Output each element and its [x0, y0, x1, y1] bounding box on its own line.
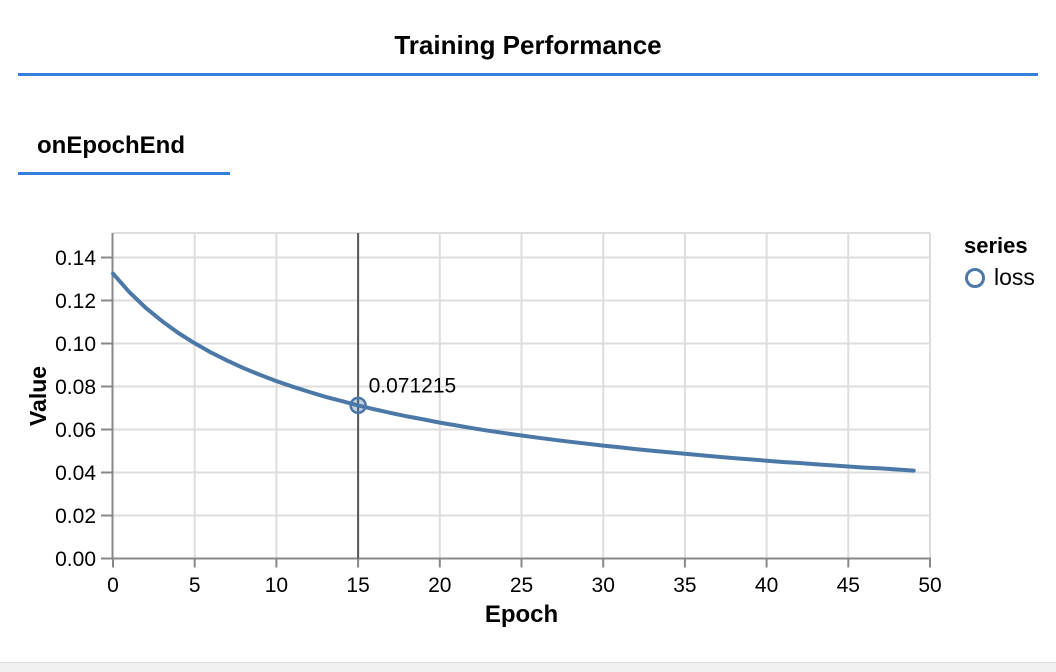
y-tick-label: 0.08: [55, 376, 96, 399]
x-tick-label: 0: [107, 574, 119, 597]
y-tick-label: 0.00: [55, 548, 96, 571]
x-tick-label: 45: [837, 574, 860, 597]
legend: series loss: [960, 233, 1056, 289]
y-axis-title: Value: [25, 366, 51, 426]
y-tick-label: 0.06: [55, 419, 96, 442]
highlighted-point[interactable]: [349, 396, 367, 415]
footer-strip: [0, 662, 1056, 672]
page-title: Training Performance: [394, 30, 662, 60]
legend-item-label: loss: [994, 264, 1035, 290]
title-rule: [18, 73, 1038, 76]
legend-title: series: [964, 233, 1028, 258]
legend-item: loss: [960, 266, 1056, 289]
section-label: onEpochEnd: [37, 132, 185, 159]
y-tick-label: 0.02: [55, 505, 96, 528]
loss-line: [111, 271, 916, 473]
y-tick-label: 0.12: [55, 290, 96, 313]
x-tick-label: 15: [346, 574, 369, 597]
y-tick-label: 0.14: [55, 247, 96, 270]
x-tick-label: 40: [755, 574, 778, 597]
loss-chart-svg[interactable]: 0.00 0.02 0.04 0.06 0.08 0.10 0.12 0.14 0 5 10 15 20…: [0, 215, 1056, 650]
x-tick-label: 35: [673, 574, 696, 597]
y-tick-label: 0.04: [55, 462, 96, 485]
point-value-label: 0.071215: [369, 374, 457, 397]
y-tick-label: 0.10: [55, 333, 96, 356]
x-axis-title: Epoch: [485, 601, 558, 628]
x-tick-label: 10: [265, 574, 288, 597]
x-tick-label: 25: [510, 574, 533, 597]
x-tick-label: 20: [428, 574, 451, 597]
x-tick-label: 50: [918, 574, 941, 597]
section-underline: [18, 172, 230, 175]
loss-chart: 0.00 0.02 0.04 0.06 0.08 0.10 0.12 0.14 0 5 10 15 20…: [0, 215, 1056, 650]
x-tick-label: 30: [592, 574, 615, 597]
open-circle-icon: [965, 267, 985, 288]
x-tick-label: 5: [189, 574, 201, 597]
